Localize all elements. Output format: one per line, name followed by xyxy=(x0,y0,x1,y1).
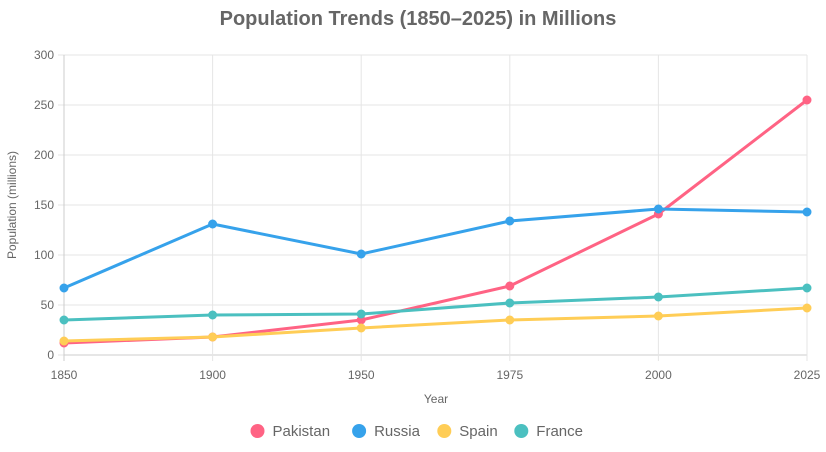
legend: Pakistan Russia Spain France xyxy=(250,423,583,440)
data-point-spain[interactable] xyxy=(802,303,812,313)
series-spain xyxy=(59,303,812,346)
data-point-spain[interactable] xyxy=(208,332,218,342)
data-point-france[interactable] xyxy=(802,283,812,293)
data-point-france[interactable] xyxy=(356,309,366,319)
legend-item-spain[interactable]: Spain xyxy=(437,423,498,440)
data-point-france[interactable] xyxy=(208,310,218,320)
legend-item-france[interactable]: France xyxy=(514,423,583,440)
x-tick-label: 1950 xyxy=(348,368,375,382)
x-axis-ticks: 1850 1900 1950 1975 2000 2025 xyxy=(51,368,821,382)
data-point-france[interactable] xyxy=(505,298,515,308)
legend-label: Russia xyxy=(374,423,421,440)
data-point-spain[interactable] xyxy=(505,315,515,325)
legend-label: Pakistan xyxy=(273,423,331,440)
series-france xyxy=(59,283,812,325)
y-tick-label: 0 xyxy=(47,348,54,362)
y-tick-label: 100 xyxy=(34,248,54,262)
x-tick-label: 1850 xyxy=(51,368,78,382)
y-tick-label: 300 xyxy=(34,48,54,62)
y-tick-label: 250 xyxy=(34,98,54,112)
data-point-russia[interactable] xyxy=(59,283,69,293)
legend-label: Spain xyxy=(459,423,497,440)
series-line-france xyxy=(62,286,809,322)
x-tick-label: 2000 xyxy=(645,368,672,382)
y-tick-label: 50 xyxy=(41,298,55,312)
data-point-russia[interactable] xyxy=(653,204,663,214)
data-point-russia[interactable] xyxy=(802,207,812,217)
data-point-spain[interactable] xyxy=(59,336,69,346)
x-tick-label: 1975 xyxy=(496,368,523,382)
data-point-russia[interactable] xyxy=(505,216,515,226)
legend-swatch xyxy=(437,424,452,438)
data-point-france[interactable] xyxy=(653,292,663,302)
legend-item-russia[interactable]: Russia xyxy=(352,423,421,440)
legend-label: France xyxy=(536,423,583,440)
data-point-pakistan[interactable] xyxy=(802,95,812,105)
data-point-spain[interactable] xyxy=(356,323,366,333)
series-line-spain xyxy=(62,306,809,343)
series-line-russia xyxy=(62,207,809,290)
legend-swatch xyxy=(250,424,265,438)
data-point-russia[interactable] xyxy=(356,249,366,259)
y-tick-label: 150 xyxy=(34,198,54,212)
y-tick-label: 200 xyxy=(34,148,54,162)
legend-item-pakistan[interactable]: Pakistan xyxy=(250,423,331,440)
data-point-spain[interactable] xyxy=(653,311,663,321)
x-tick-label: 2025 xyxy=(794,368,821,382)
gridlines xyxy=(58,54,808,361)
series-line-pakistan xyxy=(62,98,809,345)
series-russia xyxy=(59,204,812,293)
data-point-russia[interactable] xyxy=(208,219,218,229)
data-point-france[interactable] xyxy=(59,315,69,325)
x-axis-label: Year xyxy=(424,392,448,406)
chart-title: Population Trends (1850–2025) in Million… xyxy=(220,8,617,30)
y-axis-ticks: 0 50 100 150 200 250 300 xyxy=(34,48,54,362)
x-tick-label: 1900 xyxy=(199,368,226,382)
legend-swatch xyxy=(352,424,367,438)
legend-swatch xyxy=(514,424,529,438)
series-lines xyxy=(59,95,812,348)
data-point-pakistan[interactable] xyxy=(505,281,515,291)
y-axis-label: Population (millions) xyxy=(5,151,19,259)
